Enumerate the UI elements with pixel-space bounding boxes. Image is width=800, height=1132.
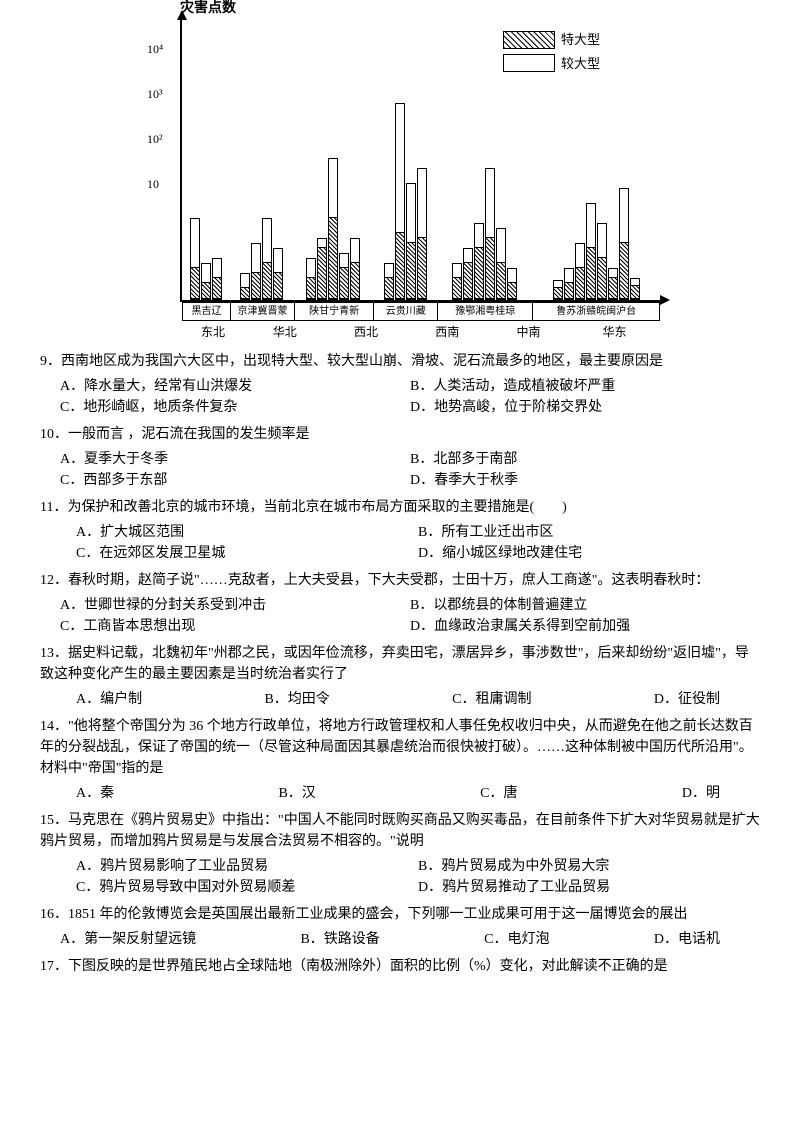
- q15-options: A．鸦片贸易影响了工业品贸易 B．鸦片贸易成为中外贸易大宗 C．鸦片贸易导致中国…: [76, 856, 760, 898]
- option-c: C．工商皆本思想出现: [60, 616, 410, 637]
- y-arrow: [177, 10, 187, 20]
- option-d: D．明: [682, 783, 720, 804]
- option-b: B．汉: [278, 783, 315, 804]
- option-d: D．地势高峻，位于阶梯交界处: [410, 397, 760, 418]
- province-cell: 云贵川藏: [374, 303, 438, 320]
- q17-text: 17．下图反映的是世界殖民地占全球陆地（南极洲除外）面积的比例（%）变化，对此解…: [40, 956, 760, 977]
- region-row: 东北 华北 西北 西南 中南 华东: [182, 321, 660, 341]
- q13-text: 13．据史料记载，北魏初年"州郡之民，或因年俭流移，弃卖田宅，漂居异乡，事涉数世…: [40, 643, 760, 685]
- province-cell: 陕甘宁青新: [295, 303, 375, 320]
- x-arrow: [660, 295, 670, 305]
- province-cell: 豫鄂湘粤桂琼: [438, 303, 533, 320]
- option-b: B．铁路设备: [300, 929, 379, 950]
- option-b: B．北部多于南部: [410, 449, 760, 470]
- option-c: C．租庸调制: [452, 689, 531, 710]
- y-tick: 10⁴: [147, 40, 163, 58]
- q11-options: A．扩大城区范围 B．所有工业迁出市区 C．在远郊区发展卫星城 D．缩小城区绿地…: [76, 522, 760, 564]
- q16-text: 16．1851 年的伦敦博览会是英国展出最新工业成果的盛会，下列哪一工业成果可用…: [40, 904, 760, 925]
- province-row: 黑吉辽 京津冀晋蒙 陕甘宁青新 云贵川藏 豫鄂湘粤桂琼 鲁苏浙赣皖闽沪台: [182, 302, 660, 321]
- option-c: C．电灯泡: [484, 929, 549, 950]
- q14-options: A．秦 B．汉 C．唐 D．明: [76, 783, 760, 804]
- y-tick: 10: [147, 175, 159, 193]
- option-d: D．鸦片贸易推动了工业品贸易: [418, 877, 760, 898]
- region-cell: 东北: [182, 321, 244, 341]
- option-b: B．鸦片贸易成为中外贸易大宗: [418, 856, 760, 877]
- option-c: C．在远郊区发展卫星城: [76, 543, 418, 564]
- option-b: B．以郡统县的体制普遍建立: [410, 595, 760, 616]
- option-b: B．所有工业迁出市区: [418, 522, 760, 543]
- option-a: A．降水量大，经常有山洪爆发: [60, 376, 410, 397]
- option-a: A．鸦片贸易影响了工业品贸易: [76, 856, 418, 877]
- y-tick: 10³: [147, 85, 163, 103]
- option-c: C．西部多于东部: [60, 470, 410, 491]
- q16-options: A．第一架反射望远镜 B．铁路设备 C．电灯泡 D．电话机: [60, 929, 760, 950]
- y-axis-label: 灾害点数: [180, 0, 236, 19]
- q14-text: 14．"他将整个帝国分为 36 个地方行政单位，将地方行政管理权和人事任免权收归…: [40, 716, 760, 779]
- region-cell: 华北: [244, 321, 325, 341]
- option-d: D．血缘政治隶属关系得到空前加强: [410, 616, 760, 637]
- region-cell: 华东: [569, 321, 660, 341]
- option-d: D．春季大于秋季: [410, 470, 760, 491]
- option-d: D．征役制: [654, 689, 720, 710]
- province-cell: 黑吉辽: [183, 303, 231, 320]
- bars-container: [182, 20, 660, 300]
- q9-text: 9．西南地区成为我国六大区中，出现特大型、较大型山崩、滑坡、泥石流最多的地区，最…: [40, 351, 760, 372]
- province-cell: 京津冀晋蒙: [231, 303, 295, 320]
- y-tick: 10²: [147, 130, 163, 148]
- option-c: C．地形崎岖，地质条件复杂: [60, 397, 410, 418]
- q10-text: 10．一般而言 ，泥石流在我国的发生频率是: [40, 424, 760, 445]
- q9-options: A．降水量大，经常有山洪爆发 B．人类活动，造成植被破坏严重 C．地形崎岖，地质…: [60, 376, 760, 418]
- option-d: D．缩小城区绿地改建住宅: [418, 543, 760, 564]
- option-a: A．夏季大于冬季: [60, 449, 410, 470]
- option-a: A．编户制: [76, 689, 142, 710]
- chart-area: 10⁴ 10³ 10² 10 特大型 较大型: [180, 20, 660, 302]
- option-a: A．第一架反射望远镜: [60, 929, 196, 950]
- option-d: D．电话机: [654, 929, 720, 950]
- region-cell: 西南: [407, 321, 488, 341]
- q15-text: 15．马克思在《鸦片贸易史》中指出："中国人不能同时既购买商品又购买毒品，在目前…: [40, 810, 760, 852]
- region-cell: 中南: [488, 321, 569, 341]
- option-c: C．鸦片贸易导致中国对外贸易顺差: [76, 877, 418, 898]
- q11-text: 11．为保护和改善北京的城市环境，当前北京在城市布局方面采取的主要措施是( ): [40, 497, 760, 518]
- option-b: B．人类活动，造成植被破坏严重: [410, 376, 760, 397]
- q12-text: 12．春秋时期，赵简子说"……克敌者，上大夫受县，下大夫受郡，士田十万，庶人工商…: [40, 570, 760, 591]
- option-a: A．世卿世禄的分封关系受到冲击: [60, 595, 410, 616]
- option-b: B．均田令: [264, 689, 329, 710]
- q13-options: A．编户制 B．均田令 C．租庸调制 D．征役制: [76, 689, 760, 710]
- option-a: A．扩大城区范围: [76, 522, 418, 543]
- q12-options: A．世卿世禄的分封关系受到冲击 B．以郡统县的体制普遍建立 C．工商皆本思想出现…: [60, 595, 760, 637]
- option-c: C．唐: [480, 783, 517, 804]
- option-a: A．秦: [76, 783, 114, 804]
- region-cell: 西北: [325, 321, 406, 341]
- disaster-chart: 灾害点数 10⁴ 10³ 10² 10 特大型 较大型 黑吉辽 京津冀晋蒙 陕甘…: [140, 20, 660, 341]
- province-cell: 鲁苏浙赣皖闽沪台: [533, 303, 659, 320]
- q10-options: A．夏季大于冬季 B．北部多于南部 C．西部多于东部 D．春季大于秋季: [60, 449, 760, 491]
